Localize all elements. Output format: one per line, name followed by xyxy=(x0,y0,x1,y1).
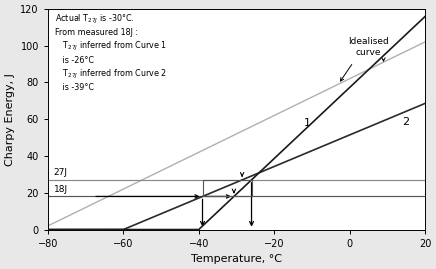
Text: 18J: 18J xyxy=(54,185,68,194)
Text: 2: 2 xyxy=(402,116,409,127)
Y-axis label: Charpy Energy, J: Charpy Energy, J xyxy=(5,73,15,166)
Text: Idealised
curve: Idealised curve xyxy=(348,37,389,57)
Text: 1: 1 xyxy=(304,118,311,128)
Text: Actual T$_{27J}$ is -30°C.
From measured 18J :
   T$_{27J}$ inferred from Curve : Actual T$_{27J}$ is -30°C. From measured… xyxy=(55,13,167,92)
Text: 27J: 27J xyxy=(54,168,68,177)
X-axis label: Temperature, °C: Temperature, °C xyxy=(191,254,282,264)
